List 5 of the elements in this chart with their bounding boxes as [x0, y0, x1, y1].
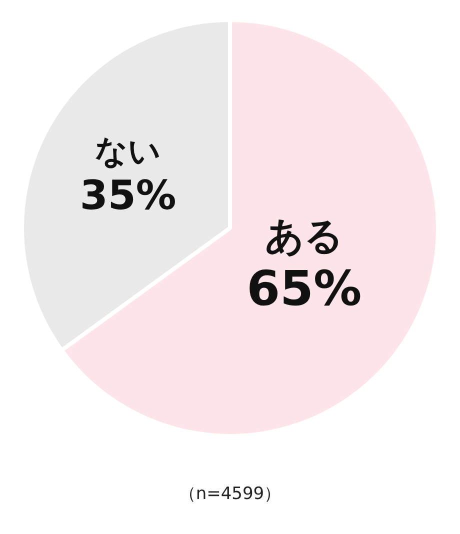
data-label: 65% — [246, 261, 362, 318]
slice-label: ある — [265, 214, 344, 259]
data-label: 35% — [80, 172, 176, 220]
text: （n=4599） — [178, 483, 282, 505]
slice-label: ない — [95, 132, 162, 170]
